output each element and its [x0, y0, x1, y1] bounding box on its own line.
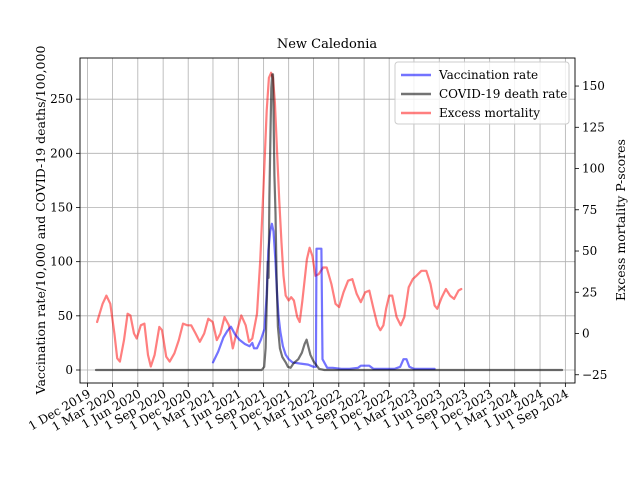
- legend-box: [394, 61, 570, 125]
- right-y-tick-label: 25: [582, 285, 597, 299]
- right-y-tick-label: 50: [582, 244, 597, 258]
- right-y-tick-label: 150: [582, 79, 605, 93]
- right-y-tick-label: −25: [582, 368, 607, 382]
- legend-label-excess-mortality: Excess mortality: [439, 106, 540, 120]
- right-y-tick-label: 0: [582, 327, 590, 341]
- legend: Vaccination rate COVID-19 death rate Exc…: [394, 61, 570, 125]
- left-y-tick-label: 250: [50, 92, 73, 106]
- covid-death-rate-line: [94, 73, 564, 372]
- left-y-tick-label: 150: [50, 201, 73, 215]
- axes: [79, 57, 576, 384]
- left-y-axis-ticks: 0 50 100 150 200 250: [50, 92, 80, 377]
- right-y-axis-label: Excess mortality P-scores: [613, 139, 628, 301]
- legend-label-covid-deaths: COVID-19 death rate: [439, 87, 567, 101]
- left-y-tick-label: 0: [65, 363, 73, 377]
- excess-mortality-line: [95, 71, 463, 368]
- left-y-tick-label: 50: [58, 309, 73, 323]
- chart-title: New Caledonia: [277, 37, 378, 52]
- plot-frame: [79, 57, 576, 384]
- right-y-tick-label: 100: [582, 162, 605, 176]
- series-layer: [94, 71, 564, 372]
- right-y-tick-label: 75: [582, 203, 597, 217]
- left-y-axis-label: Vaccination rate/10,000 and COVID-19 dea…: [33, 46, 48, 396]
- legend-label-vaccination: Vaccination rate: [438, 68, 538, 82]
- right-y-tick-label: 125: [582, 120, 605, 134]
- left-y-tick-label: 100: [50, 255, 73, 269]
- right-y-axis-ticks: −25 0 25 50 75 100 125 150: [575, 79, 607, 382]
- left-y-tick-label: 200: [50, 146, 73, 160]
